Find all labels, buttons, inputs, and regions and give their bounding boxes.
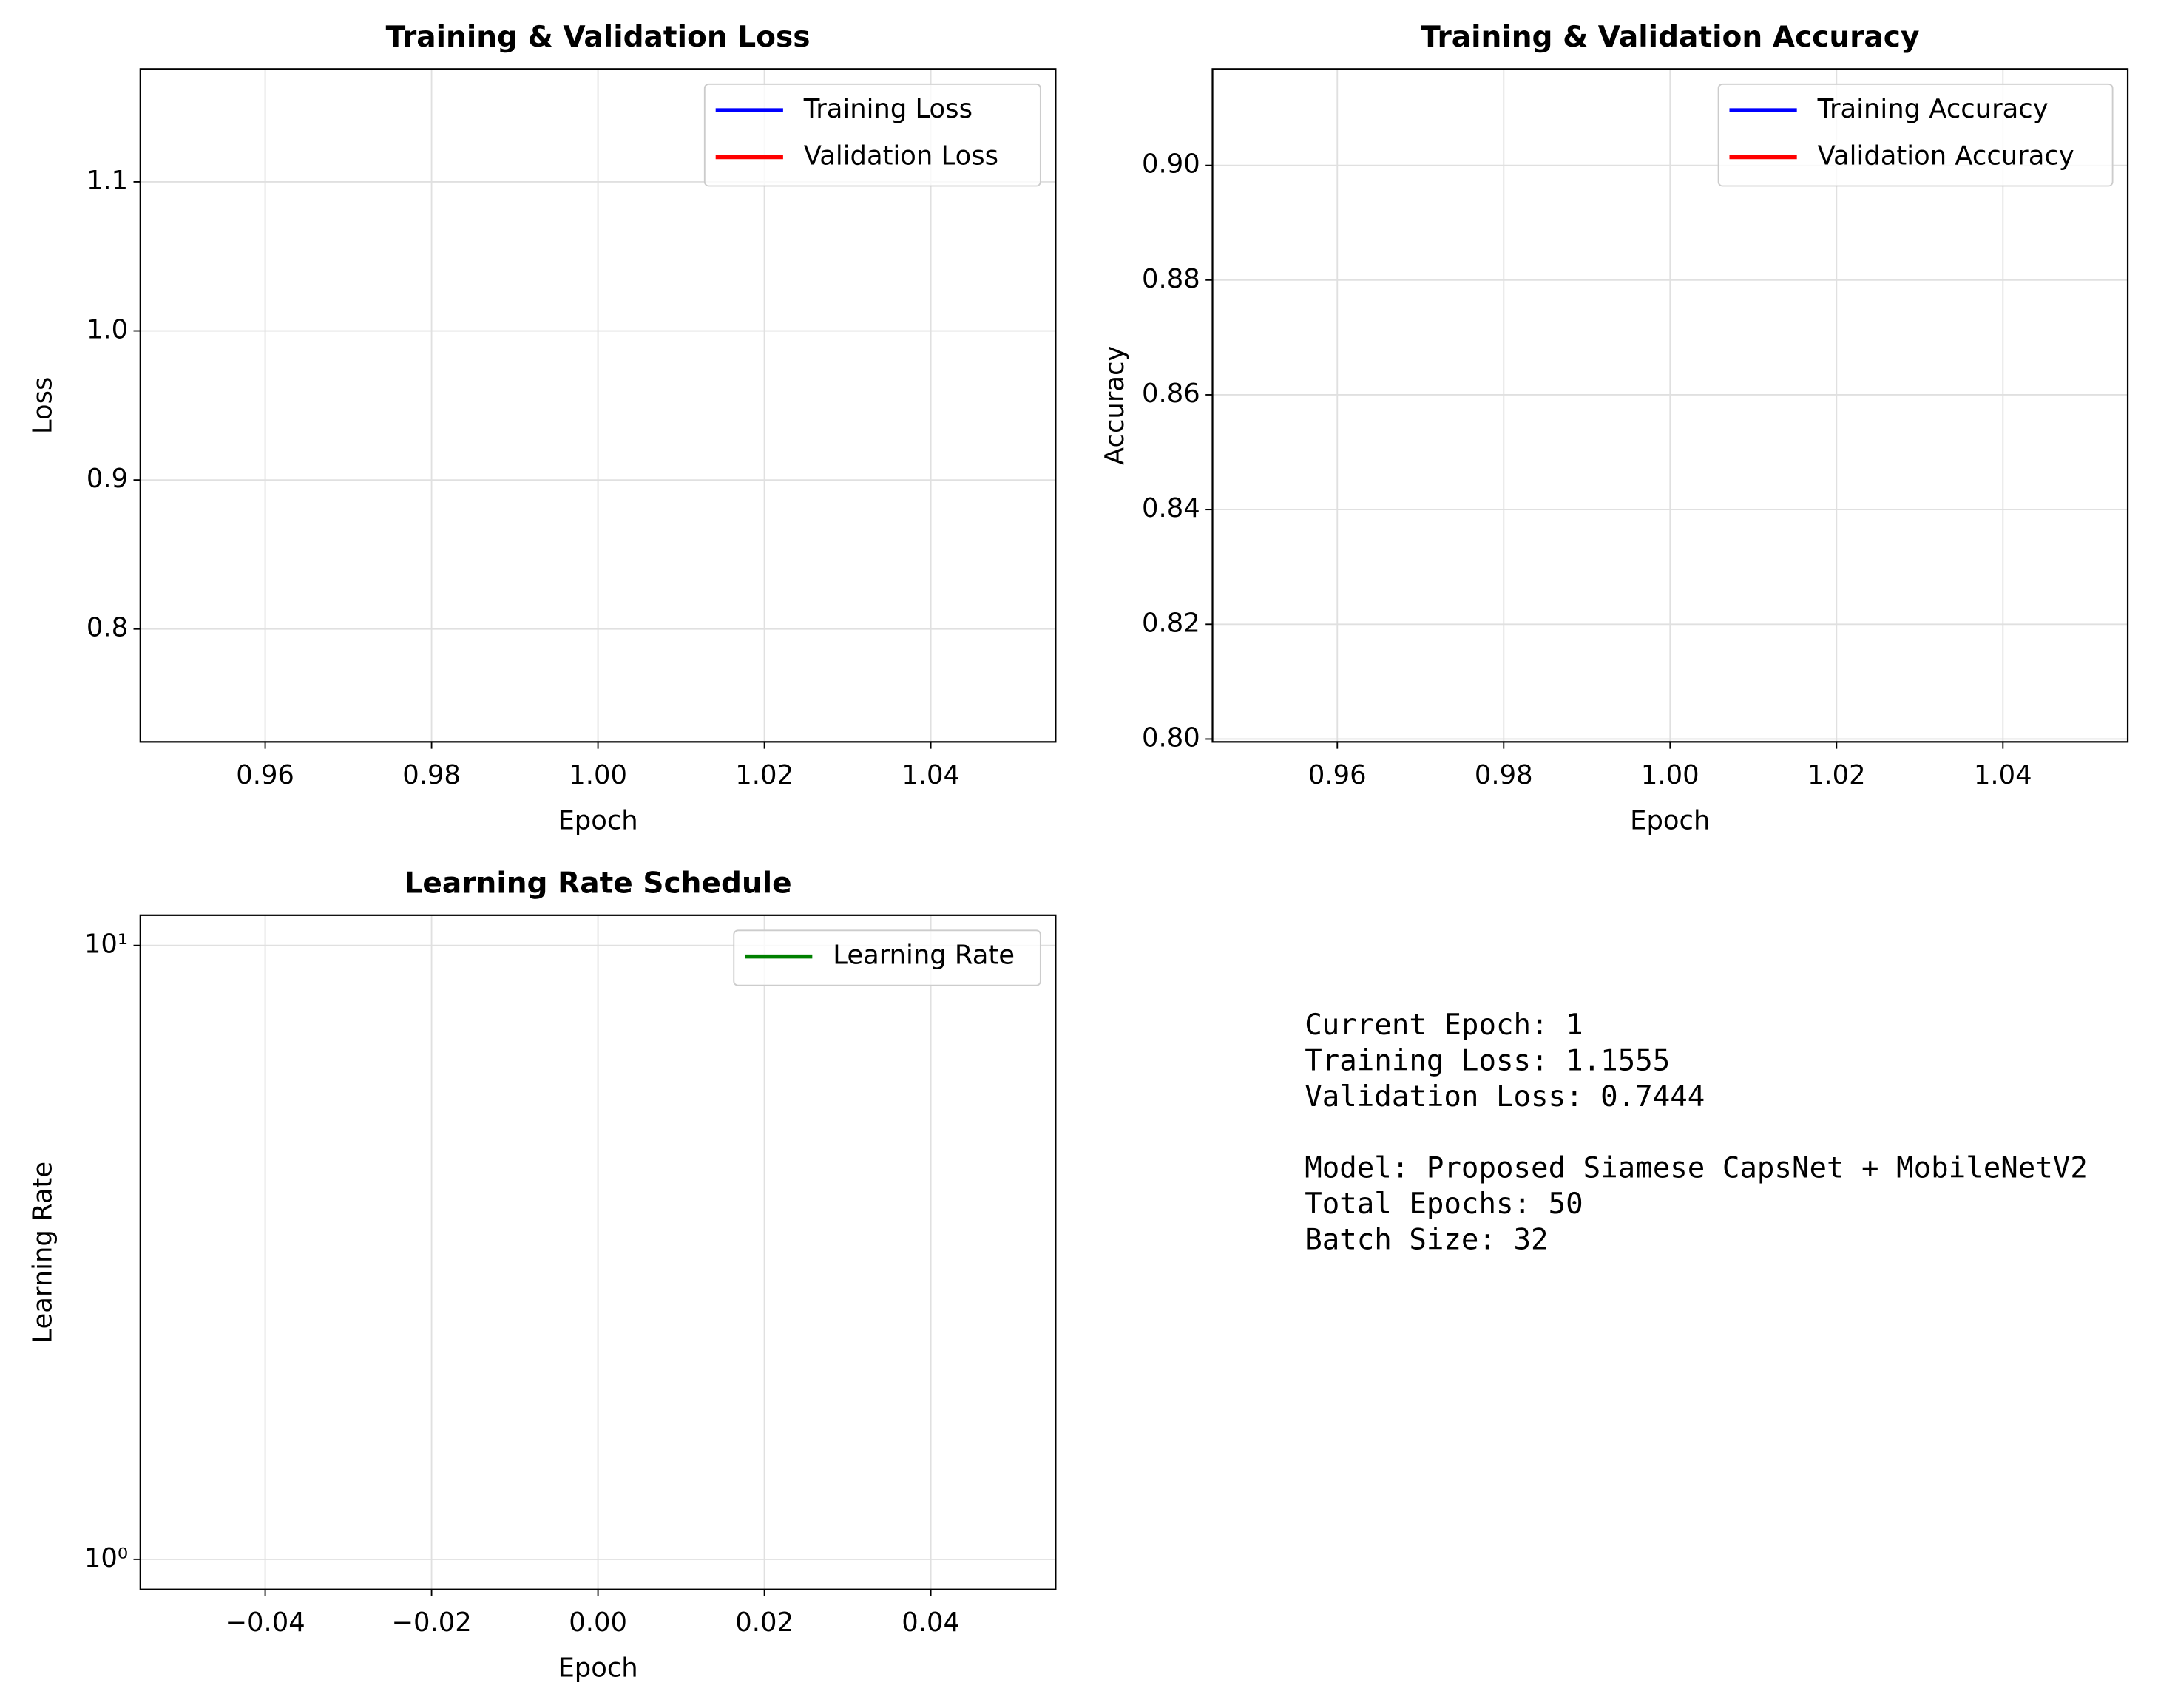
- x-tick-label: 1.00: [1641, 760, 1699, 790]
- chart-title: Learning Rate Schedule: [404, 867, 791, 900]
- legend-frame: [703, 83, 1041, 187]
- legend-label: Validation Accuracy: [1818, 140, 2074, 171]
- x-tick-label: 0.96: [1308, 760, 1367, 790]
- y-tick-label: 1.1: [87, 166, 128, 196]
- legend-frame: [733, 929, 1041, 986]
- info-line: Total Epochs: 50: [1305, 1187, 1583, 1221]
- x-axis-label: Epoch: [558, 805, 637, 836]
- y-tick-label: 0.82: [1142, 608, 1200, 638]
- y-tick-label: 0.80: [1142, 722, 1200, 753]
- y-tick-label: 0.8: [87, 613, 128, 643]
- x-tick-label: 0.00: [569, 1607, 627, 1638]
- info-line: Model: Proposed Siamese CapsNet + Mobile…: [1305, 1152, 2088, 1185]
- y-axis-label: Loss: [28, 377, 58, 435]
- x-tick-label: 1.04: [902, 760, 960, 790]
- x-tick-label: 1.04: [1974, 760, 2032, 790]
- y-tick-label: 0.86: [1142, 379, 1200, 409]
- y-axis-label: Accuracy: [1100, 346, 1130, 465]
- y-tick-label: 0.84: [1142, 493, 1200, 523]
- x-tick-label: 0.98: [1475, 760, 1533, 790]
- legend: Learning Rate: [733, 929, 1041, 986]
- legend: Training Accuracy Validation Accuracy: [1717, 83, 2114, 187]
- x-tick-label: 0.02: [735, 1607, 794, 1638]
- legend: Training Loss Validation Loss: [703, 83, 1041, 187]
- axes-frame: [139, 914, 1057, 1590]
- y-tick-label: 10⁰: [84, 1543, 128, 1573]
- legend-label: Validation Loss: [804, 140, 998, 171]
- x-tick-label: 1.02: [735, 760, 794, 790]
- x-tick-label: 0.04: [902, 1607, 960, 1638]
- x-tick-label: 0.98: [402, 760, 461, 790]
- x-axis-label: Epoch: [558, 1653, 637, 1684]
- info-line: Training Loss: 1.1555: [1305, 1044, 1670, 1077]
- info-line: Validation Loss: 0.7444: [1305, 1080, 1705, 1114]
- axes-frame: [139, 68, 1057, 743]
- info-line: Current Epoch: 1: [1305, 1009, 1583, 1042]
- y-axis-label: Learning Rate: [28, 1162, 58, 1343]
- x-tick-label: 0.96: [236, 760, 294, 790]
- subplot: 0.96 0.98 1.00 1.02 1.04 0.8 0.9 1.0 1.1 Training…: [28, 21, 1057, 836]
- legend-label: Learning Rate: [833, 941, 1015, 971]
- x-tick-label: 1.00: [569, 760, 627, 790]
- y-tick-label: 0.9: [87, 464, 128, 494]
- legend-label: Training Accuracy: [1817, 94, 2049, 124]
- legend-label: Training Loss: [803, 94, 973, 124]
- info-line: Batch Size: 32: [1305, 1223, 1548, 1256]
- x-axis-label: Epoch: [1630, 805, 1710, 836]
- x-tick-label: 1.02: [1807, 760, 1866, 790]
- chart-title: Training & Validation Loss: [386, 21, 811, 54]
- x-tick-label: −0.04: [225, 1607, 305, 1638]
- chart-title: Training & Validation Accuracy: [1421, 21, 1919, 54]
- legend-frame: [1717, 83, 2114, 187]
- subplot: −0.04 −0.02 0.00 0.02 0.04 10⁰ 10¹ Learning Rat…: [28, 867, 1057, 1684]
- x-tick-label: −0.02: [391, 1607, 471, 1638]
- y-tick-label: 1.0: [87, 315, 128, 345]
- axes-frame: [1211, 68, 2129, 743]
- subplot: 0.96 0.98 1.00 1.02 1.04 0.80 0.82 0.84 0.86 0.88…: [1100, 21, 2129, 836]
- y-tick-label: 0.88: [1142, 264, 1200, 294]
- y-tick-label: 0.90: [1142, 149, 1200, 180]
- y-tick-label: 10¹: [84, 929, 128, 960]
